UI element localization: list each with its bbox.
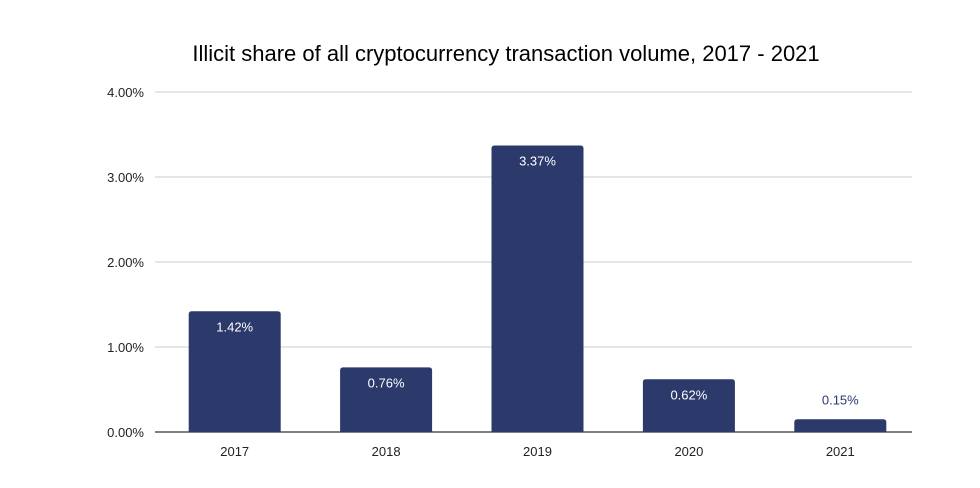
data-labels: 1.42% 0.76% 3.37% 0.62% 0.15%: [216, 154, 859, 408]
x-tick-label: 2018: [372, 444, 401, 459]
data-label: 0.15%: [822, 392, 859, 407]
bar-2019: [491, 145, 584, 433]
y-axis-ticks: 0.00% 1.00% 2.00% 3.00% 4.00%: [107, 85, 144, 440]
data-label: 3.37%: [519, 154, 556, 169]
y-tick-label: 3.00%: [107, 170, 144, 185]
bar-2020: [642, 379, 735, 432]
data-label: 0.62%: [670, 387, 707, 402]
x-axis-ticks: 2017 2018 2019 2020 2021: [220, 444, 855, 459]
bar-2021: [794, 419, 887, 432]
bar-2017: [188, 311, 281, 432]
bars: [188, 145, 887, 433]
chart-title: Illicit share of all cryptocurrency tran…: [192, 41, 819, 66]
x-tick-label: 2019: [523, 444, 552, 459]
y-tick-label: 1.00%: [107, 340, 144, 355]
data-label: 1.42%: [216, 319, 253, 334]
x-tick-label: 2020: [674, 444, 703, 459]
y-tick-label: 0.00%: [107, 425, 144, 440]
x-tick-label: 2017: [220, 444, 249, 459]
y-tick-label: 2.00%: [107, 255, 144, 270]
bar-2018: [340, 367, 433, 432]
y-tick-label: 4.00%: [107, 85, 144, 100]
data-label: 0.76%: [368, 375, 405, 390]
x-tick-label: 2021: [826, 444, 855, 459]
